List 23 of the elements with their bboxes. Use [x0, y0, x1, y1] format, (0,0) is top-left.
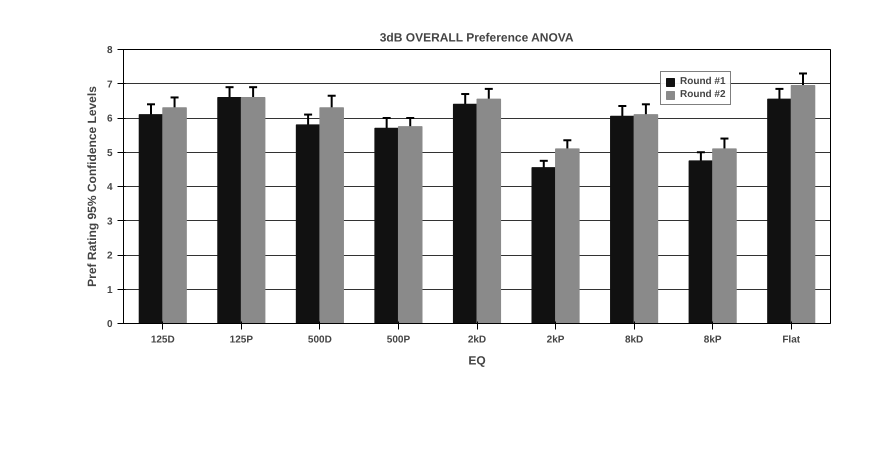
x-tick-label: 125P [230, 334, 254, 346]
x-tick-label: 500D [308, 334, 332, 346]
y-tick-label: 3 [106, 216, 113, 228]
chart-title: 3dB OVERALL Preference ANOVA [380, 30, 574, 44]
x-tick-label: 8kP [704, 334, 722, 346]
y-axis-title: Pref Rating 95% Confidence Levels [84, 86, 99, 287]
legend-label: Round #2 [680, 89, 726, 100]
y-tick-label: 7 [106, 79, 113, 90]
y-tick-label: 8 [106, 45, 113, 56]
y-tick-label: 4 [106, 182, 113, 193]
y-tick-label: 0 [106, 319, 113, 330]
y-tick-label: 5 [106, 148, 113, 159]
y-tick-label: 6 [106, 114, 113, 124]
x-tick-label: 8kD [624, 334, 644, 346]
x-tick-label: 125D [150, 334, 175, 346]
x-tick-label: 500P [386, 334, 410, 346]
y-tick-label: 1 [106, 284, 113, 296]
x-tick-label: 2kP [546, 334, 565, 346]
x-tick-label: 2kD [468, 334, 486, 346]
legend-label: Round #1 [680, 76, 726, 87]
x-axis-title: EQ [468, 354, 486, 368]
x-tick-label: Flat [782, 334, 801, 346]
y-tick-label: 2 [106, 250, 113, 262]
